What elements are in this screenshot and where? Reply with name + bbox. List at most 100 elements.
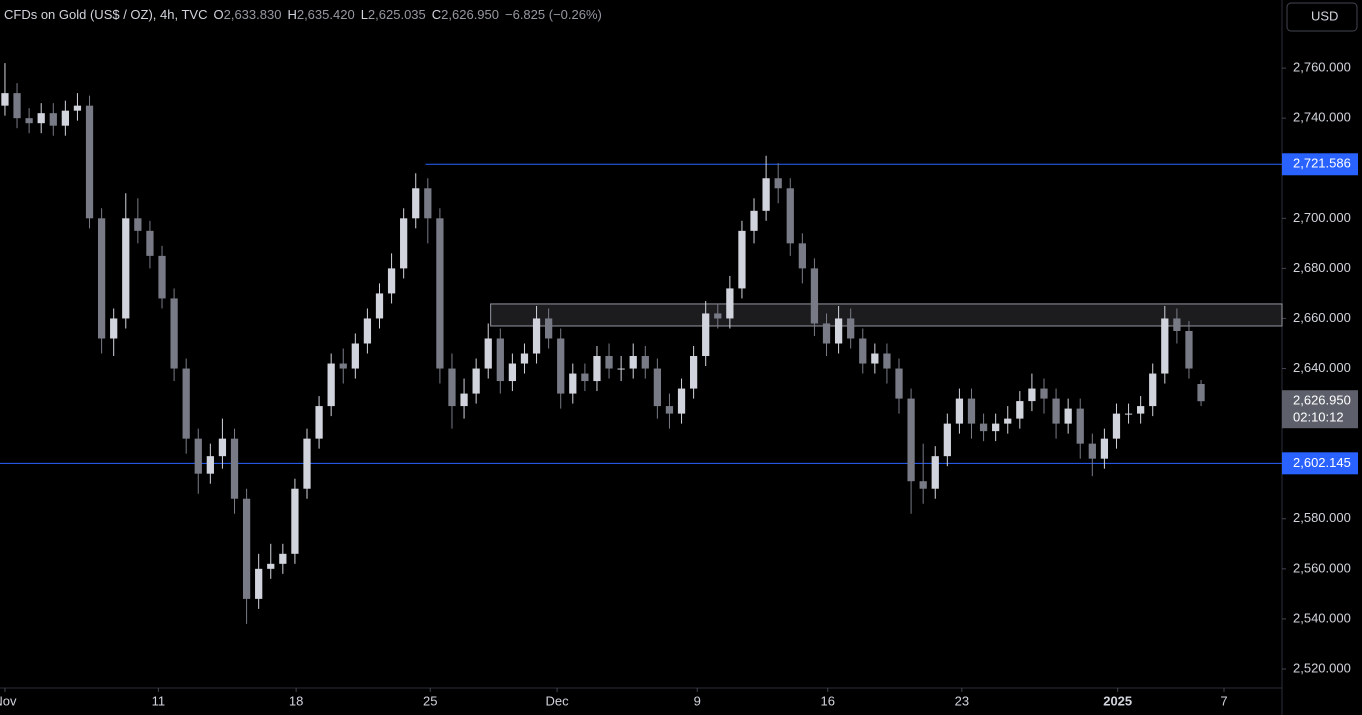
candle-body — [400, 218, 408, 269]
candle-body — [847, 318, 855, 339]
candle-body — [242, 498, 251, 599]
candle-body — [291, 488, 299, 554]
candle-body — [1064, 408, 1072, 424]
candle-body — [1052, 398, 1060, 424]
header-c: 2,626.950 — [441, 7, 499, 22]
header: CFDs on Gold (US$ / OZ), 4h, TVC O2,633.8… — [4, 7, 602, 22]
candle-body — [774, 178, 782, 189]
candle-body — [61, 110, 69, 126]
candle-body — [339, 363, 347, 369]
candle-body — [327, 363, 335, 407]
candle-body — [702, 313, 710, 357]
candle-body — [49, 113, 57, 126]
x-tick-label: 11 — [152, 693, 166, 708]
currency[interactable]: USD — [1311, 8, 1338, 23]
x-tick-label: Dec — [546, 693, 570, 708]
candle-body — [37, 113, 45, 124]
candle-body — [134, 218, 142, 231]
candle-body — [218, 438, 227, 457]
candle-body — [822, 323, 831, 344]
candle-body — [834, 318, 843, 344]
candle-body — [472, 368, 480, 394]
candle-body — [1040, 388, 1048, 399]
candle-body — [653, 368, 661, 407]
candle-body — [194, 438, 202, 474]
candle-body — [315, 406, 323, 439]
x-tick-label: 2025 — [1103, 693, 1132, 708]
candle-body — [1028, 388, 1036, 402]
header-h-key: H — [287, 7, 296, 22]
candle-body — [158, 255, 166, 299]
candle-body — [1161, 318, 1169, 374]
candle-body — [907, 398, 915, 482]
header-c-key: C — [432, 7, 441, 22]
candle-body — [665, 406, 674, 414]
currency-button[interactable] — [1286, 2, 1358, 32]
candle-body — [73, 105, 82, 111]
candle-body — [412, 188, 420, 219]
candle-body — [581, 373, 589, 382]
candle-body — [967, 398, 976, 424]
candle-body — [1185, 330, 1193, 369]
candle-body — [871, 353, 879, 364]
header-h: 2,635.420 — [297, 7, 355, 22]
candle-body — [859, 338, 867, 364]
candle-body — [786, 188, 794, 244]
candle-body — [122, 218, 130, 319]
candle-body — [375, 293, 384, 319]
y-tick-label: 2,660.000 — [1293, 310, 1351, 325]
candle-body — [303, 438, 311, 489]
candle-body — [605, 356, 613, 369]
x-tick-label: 25 — [423, 693, 437, 708]
candle-body — [883, 353, 891, 369]
x-tick-label: 16 — [820, 693, 834, 708]
candle-body — [545, 318, 553, 339]
candle-body — [520, 353, 529, 364]
candle-body — [460, 393, 468, 407]
last-price-tag — [1282, 390, 1358, 429]
candle-body — [1124, 413, 1133, 415]
candle-body — [182, 368, 190, 439]
y-tick-label: 2,680.000 — [1293, 260, 1351, 275]
candle-body — [931, 456, 939, 489]
y-tick-label: 2,540.000 — [1293, 610, 1351, 625]
candle-body — [919, 481, 927, 489]
candle-body — [1088, 443, 1096, 459]
x-tick-label: Nov — [0, 693, 17, 708]
header-symbol: CFDs on Gold (US$ / OZ), 4h, TVC — [4, 7, 207, 22]
price-tag-label: 2,721.586 — [1293, 156, 1351, 171]
candle-body — [532, 318, 541, 354]
candle-body — [569, 373, 577, 394]
candle-body — [13, 93, 21, 119]
candle-body — [810, 268, 819, 324]
candle-body — [750, 210, 758, 231]
candle-body — [351, 343, 359, 369]
y-tick-label: 2,700.000 — [1293, 210, 1351, 225]
candle-body — [979, 423, 988, 432]
x-tick-label: 18 — [289, 693, 303, 708]
candle-body — [436, 218, 444, 369]
candle-body — [206, 456, 214, 474]
candle-body — [508, 363, 517, 382]
y-tick-label: 2,520.000 — [1293, 660, 1351, 675]
y-tick-label: 2,760.000 — [1293, 60, 1351, 75]
candle-body — [1016, 401, 1024, 419]
candle-body — [484, 338, 492, 369]
candle-body — [943, 423, 951, 457]
candle-body — [424, 188, 432, 219]
header-o-key: O — [213, 7, 223, 22]
candle-body — [798, 243, 806, 269]
candle-body — [267, 563, 275, 569]
candle-body — [1076, 408, 1084, 444]
candle-body — [677, 388, 686, 414]
countdown: 02:10:12 — [1293, 410, 1344, 425]
candle-body — [387, 268, 396, 294]
x-tick-label: 9 — [694, 693, 701, 708]
candle-body — [593, 356, 601, 382]
candle-body — [1173, 318, 1181, 331]
candle-body — [230, 438, 239, 499]
x-tick-label: 23 — [955, 693, 969, 708]
candle-body — [1149, 373, 1157, 407]
candle-body — [738, 230, 746, 289]
